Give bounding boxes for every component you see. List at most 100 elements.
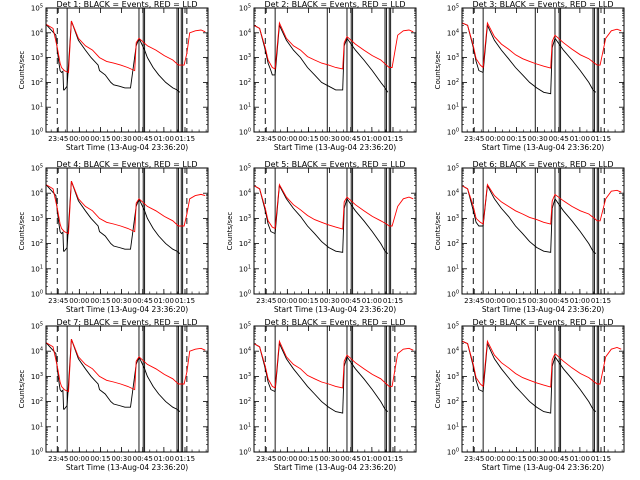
y-tick-label: 105 bbox=[447, 4, 459, 13]
x-tick-label: 00:30 bbox=[112, 297, 132, 305]
y-tick-label: 102 bbox=[447, 78, 459, 87]
x-tick-label: 00:30 bbox=[112, 135, 132, 143]
x-tick-label: 00:15 bbox=[90, 297, 110, 305]
x-tick-label: 01:00 bbox=[570, 455, 590, 463]
x-tick-label: 00:00 bbox=[69, 455, 89, 463]
x-tick-label: 23:45 bbox=[464, 455, 484, 463]
y-axis-label: Counts/sec bbox=[226, 212, 234, 251]
x-tick-label: 23:45 bbox=[48, 455, 68, 463]
chart-panel-9: 100 101 102 103 104 105 23:45 00:00 00:15 00:30 00… bbox=[434, 318, 625, 472]
y-tick-label: 105 bbox=[447, 164, 459, 173]
chart-title: Det 5: BLACK = Events, RED = LLD bbox=[265, 160, 406, 169]
y-tick-label: 101 bbox=[239, 103, 251, 112]
y-tick-label: 102 bbox=[447, 239, 459, 248]
y-tick-label: 101 bbox=[31, 264, 43, 273]
y-tick-label: 102 bbox=[447, 397, 459, 406]
y-tick-label: 101 bbox=[31, 422, 43, 431]
x-tick-label: 01:15 bbox=[383, 297, 403, 305]
y-axis-label: Counts/sec bbox=[18, 212, 26, 251]
y-tick-label: 103 bbox=[447, 214, 459, 223]
y-tick-label: 100 bbox=[239, 448, 251, 457]
chart-title: Det 2: BLACK = Events, RED = LLD bbox=[265, 0, 406, 9]
x-tick-label: 00:15 bbox=[298, 297, 318, 305]
x-tick-label: 01:15 bbox=[175, 297, 195, 305]
plot-frame bbox=[45, 7, 209, 133]
chart-panel-3: 100 101 102 103 104 105 23:45 00:00 00:15 00:30 00… bbox=[434, 0, 625, 152]
y-axis-label: Counts/sec bbox=[18, 51, 26, 90]
y-tick-label: 105 bbox=[239, 164, 251, 173]
chart-title: Det 7: BLACK = Events, RED = LLD bbox=[57, 318, 198, 327]
x-tick-label: 00:00 bbox=[277, 135, 297, 143]
plot-frame bbox=[253, 167, 417, 295]
x-tick-label: 23:45 bbox=[256, 297, 276, 305]
chart-panel-7: 100 101 102 103 104 105 23:45 00:00 00:15 00:30 00… bbox=[18, 318, 209, 472]
x-tick-label: 00:45 bbox=[341, 455, 361, 463]
x-tick-label: 01:00 bbox=[362, 455, 382, 463]
x-tick-label: 00:15 bbox=[506, 455, 526, 463]
x-tick-label: 23:45 bbox=[48, 135, 68, 143]
x-axis-label: Start Time (13-Aug-04 23:36:20) bbox=[274, 463, 396, 472]
y-tick-label: 104 bbox=[239, 28, 251, 37]
series-line-lld bbox=[46, 339, 206, 393]
chart-panel-8: 100 101 102 103 104 105 23:45 00:00 00:15 00:30 00… bbox=[239, 318, 417, 472]
x-tick-label: 00:00 bbox=[485, 135, 505, 143]
y-tick-label: 101 bbox=[239, 264, 251, 273]
plot-frame bbox=[461, 167, 625, 295]
y-tick-label: 103 bbox=[31, 53, 43, 62]
x-tick-label: 00:30 bbox=[320, 135, 340, 143]
x-tick-label: 01:15 bbox=[175, 135, 195, 143]
x-axis-label: Start Time (13-Aug-04 23:36:20) bbox=[66, 463, 188, 472]
x-tick-label: 01:00 bbox=[362, 135, 382, 143]
x-tick-label: 01:00 bbox=[362, 297, 382, 305]
y-axis-label: Counts/sec bbox=[434, 212, 442, 251]
y-tick-label: 105 bbox=[239, 322, 251, 331]
y-tick-label: 100 bbox=[447, 290, 459, 299]
plot-frame bbox=[45, 325, 209, 453]
y-tick-label: 104 bbox=[447, 28, 459, 37]
y-tick-label: 100 bbox=[31, 448, 43, 457]
plot-frame bbox=[461, 7, 625, 133]
y-tick-label: 105 bbox=[239, 4, 251, 13]
x-tick-label: 00:00 bbox=[277, 455, 297, 463]
y-tick-label: 103 bbox=[239, 53, 251, 62]
x-tick-label: 01:15 bbox=[591, 297, 611, 305]
x-tick-label: 00:30 bbox=[320, 297, 340, 305]
x-tick-label: 01:15 bbox=[383, 135, 403, 143]
x-tick-label: 01:15 bbox=[175, 455, 195, 463]
x-axis-label: Start Time (13-Aug-04 23:36:20) bbox=[66, 305, 188, 314]
x-tick-label: 00:15 bbox=[298, 135, 318, 143]
y-axis-label: Counts/sec bbox=[434, 51, 442, 90]
x-tick-label: 00:15 bbox=[90, 135, 110, 143]
y-tick-label: 104 bbox=[239, 347, 251, 356]
x-tick-label: 23:45 bbox=[256, 135, 276, 143]
y-tick-label: 101 bbox=[31, 103, 43, 112]
series-line-events bbox=[46, 339, 181, 412]
y-tick-label: 100 bbox=[31, 290, 43, 299]
y-tick-label: 100 bbox=[447, 448, 459, 457]
x-tick-label: 00:00 bbox=[485, 297, 505, 305]
x-tick-label: 23:45 bbox=[256, 455, 276, 463]
x-tick-label: 01:00 bbox=[154, 297, 174, 305]
y-tick-label: 105 bbox=[31, 164, 43, 173]
plot-frame bbox=[253, 7, 417, 133]
y-tick-label: 104 bbox=[31, 189, 43, 198]
y-tick-label: 102 bbox=[239, 397, 251, 406]
x-tick-label: 01:00 bbox=[570, 297, 590, 305]
x-tick-label: 00:45 bbox=[549, 297, 569, 305]
y-tick-label: 105 bbox=[31, 4, 43, 13]
chart-title: Det 6: BLACK = Events, RED = LLD bbox=[473, 160, 614, 169]
series-line-events bbox=[462, 22, 597, 95]
series-line-lld bbox=[462, 339, 622, 388]
y-tick-label: 103 bbox=[31, 372, 43, 381]
y-tick-label: 100 bbox=[447, 128, 459, 137]
x-tick-label: 00:45 bbox=[133, 455, 153, 463]
plot-frame bbox=[461, 325, 625, 453]
y-tick-label: 105 bbox=[31, 322, 43, 331]
plot-frame bbox=[253, 325, 417, 453]
x-tick-label: 00:00 bbox=[69, 297, 89, 305]
x-tick-label: 00:00 bbox=[277, 297, 297, 305]
x-tick-label: 23:45 bbox=[48, 297, 68, 305]
chart-title: Det 9: BLACK = Events, RED = LLD bbox=[473, 318, 614, 327]
y-tick-label: 103 bbox=[31, 214, 43, 223]
chart-title: Det 4: BLACK = Events, RED = LLD bbox=[57, 160, 198, 169]
